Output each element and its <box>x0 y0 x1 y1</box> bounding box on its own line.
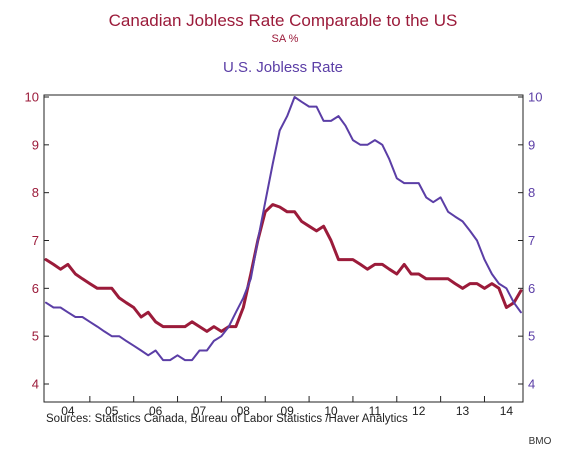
canada-jobless-line <box>44 203 523 333</box>
x-tick-label: 05 <box>105 404 119 418</box>
x-tick-label: 14 <box>500 404 514 418</box>
y-tick-left-label: 5 <box>32 329 39 344</box>
us-series-label: U.S. Jobless Rate <box>223 59 343 76</box>
series-lines <box>44 96 523 362</box>
y-tick-right-label: 7 <box>528 233 535 248</box>
y-tick-right-label: 10 <box>528 90 542 105</box>
y-tick-left-label: 6 <box>32 281 39 296</box>
chart-subtitle: SA % <box>272 33 299 45</box>
y-tick-left-label: 9 <box>32 137 39 152</box>
y-tick-right-label: 4 <box>528 377 535 392</box>
plot-frame <box>43 94 524 403</box>
x-tick-label: 10 <box>324 404 338 418</box>
y-tick-left-label: 10 <box>25 90 39 105</box>
x-tick-label: 04 <box>61 404 75 418</box>
x-tick-label: 07 <box>193 404 207 418</box>
y-tick-right-label: 5 <box>528 329 535 344</box>
x-tick-label: 09 <box>280 404 294 418</box>
bmo-credit: BMO <box>529 436 552 447</box>
y-tick-right-label: 8 <box>528 185 535 200</box>
x-tick-label: 06 <box>149 404 163 418</box>
y-tick-right-label: 9 <box>528 137 535 152</box>
x-tick-label: 08 <box>237 404 251 418</box>
chart-title: Canadian Jobless Rate Comparable to the … <box>109 11 458 30</box>
y-tick-left-label: 8 <box>32 185 39 200</box>
axis-ticks: 4 4 5 5 6 6 7 7 8 8 9 9 10 10 04 05 06 07 08 09 10 11 12 13 14 <box>25 90 543 419</box>
x-tick-label: 12 <box>412 404 426 418</box>
x-tick-label: 11 <box>369 404 382 418</box>
y-tick-right-label: 6 <box>528 281 535 296</box>
us-jobless-line <box>45 96 522 362</box>
sources-note: Sources: Statistics Canada, Bureau of La… <box>46 413 408 425</box>
y-tick-left-label: 7 <box>32 233 39 248</box>
x-tick-label: 13 <box>456 404 470 418</box>
y-tick-left-label: 4 <box>32 377 39 392</box>
